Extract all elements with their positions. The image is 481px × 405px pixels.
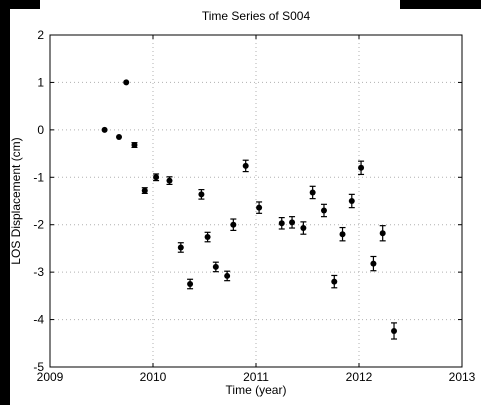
- data-point: [300, 225, 307, 232]
- y-tick-label: 1: [37, 75, 44, 89]
- x-tick-label: 2011: [243, 370, 269, 384]
- top-edge-dark: [0, 0, 40, 9]
- data-point: [379, 230, 386, 237]
- x-tick-label: 2010: [140, 370, 167, 384]
- data-point: [309, 189, 316, 196]
- data-point: [230, 221, 237, 228]
- y-tick-label: -4: [33, 313, 44, 327]
- data-point: [391, 327, 398, 334]
- data-point: [320, 207, 327, 214]
- tick-labels: 2009 2010 2011 2012 2013 -5 -4 -3 -2 -1 0 1 2: [33, 28, 475, 384]
- left-edge-bar: [0, 0, 10, 405]
- grid-lines: [50, 35, 462, 367]
- data-point: [370, 260, 377, 267]
- y-tick-label: 2: [37, 28, 44, 42]
- data-point: [101, 126, 108, 133]
- data-point: [166, 177, 173, 184]
- data-point: [141, 187, 148, 194]
- x-tick-label: 2012: [346, 370, 373, 384]
- y-axis-label: LOS Displacement (cm): [9, 137, 23, 264]
- y-tick-label: -1: [33, 170, 44, 184]
- plot-area-frame: [49, 34, 463, 368]
- data-points: [101, 79, 398, 340]
- y-tick-label: -3: [33, 265, 44, 279]
- data-point: [289, 219, 296, 226]
- data-point: [224, 272, 231, 279]
- data-point: [256, 204, 263, 211]
- x-tick-label: 2013: [449, 370, 476, 384]
- data-point: [348, 198, 355, 204]
- data-point: [212, 263, 219, 270]
- y-tick-label: -5: [33, 360, 44, 374]
- y-tick-label: 0: [37, 123, 44, 137]
- data-point: [339, 231, 346, 238]
- x-tick-label: 2009: [37, 370, 64, 384]
- data-point: [331, 278, 338, 285]
- y-tick-label: -2: [33, 218, 44, 232]
- data-point: [198, 191, 205, 198]
- data-point: [278, 220, 285, 227]
- data-point: [123, 79, 130, 86]
- data-point: [153, 174, 160, 181]
- data-point: [116, 133, 123, 140]
- axis-ticks: [49, 34, 463, 368]
- data-point: [204, 234, 211, 241]
- data-point: [131, 142, 138, 149]
- data-point: [358, 164, 365, 171]
- data-point: [177, 244, 184, 251]
- data-point: [187, 281, 194, 287]
- chart-title: Time Series of S004: [202, 9, 311, 23]
- x-axis-label: Time (year): [226, 383, 287, 397]
- top-edge-white: [0, 0, 400, 9]
- data-point: [242, 162, 249, 169]
